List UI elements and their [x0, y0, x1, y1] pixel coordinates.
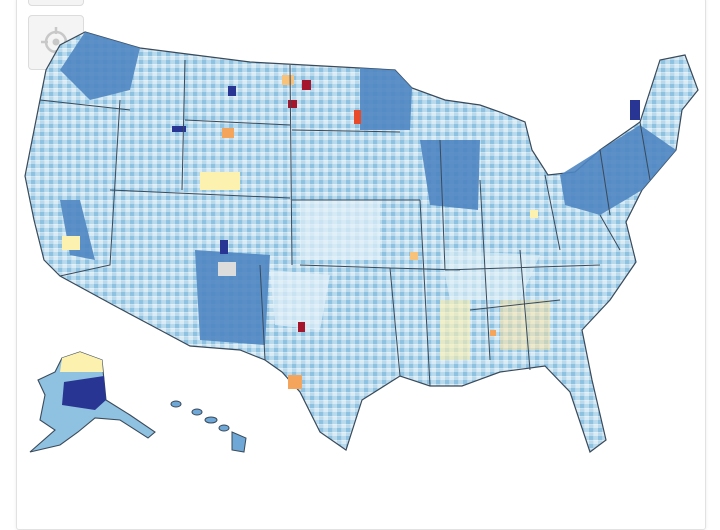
zoom-button[interactable]: [28, 0, 84, 6]
page: [16, 0, 706, 530]
map-card: [16, 0, 706, 530]
locate-icon: [41, 27, 71, 57]
locate-button[interactable]: [28, 15, 84, 70]
